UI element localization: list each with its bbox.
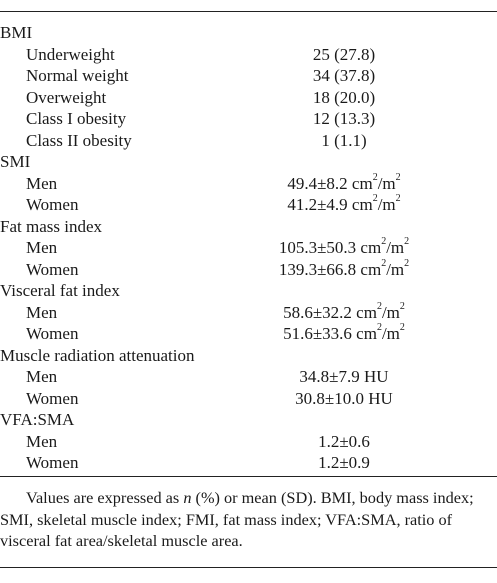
value-text: 12 (13.3): [312, 109, 376, 128]
row-label: Women: [26, 259, 79, 279]
value-text: 1 (1.1): [321, 130, 367, 150]
data-row: Women 139.3±66.8 cm2/m2: [0, 257, 497, 281]
section-label: Fat mass index: [0, 216, 102, 236]
data-row: Class II obesity 1 (1.1): [0, 130, 497, 152]
data-row: Men 58.6±32.2 cm2/m2: [0, 300, 497, 324]
row-value: 1.2±0.9: [250, 452, 438, 474]
data-row: Men 34.8±7.9 HU: [0, 366, 497, 388]
row-label: Normal weight: [26, 66, 129, 85]
value-text: 49.4±8.2 cm: [287, 173, 373, 193]
value-text: 34 (37.8): [312, 66, 376, 85]
row-label: Men: [26, 367, 58, 386]
value-superscript: 2: [381, 236, 387, 248]
data-row: Class I obesity 12 (13.3): [0, 108, 497, 130]
row-value: 34.8±7.9 HU: [250, 366, 438, 388]
unit-superscript: 2: [404, 257, 410, 269]
value-text: 1.2±0.6: [318, 431, 370, 451]
value-text: 1.2±0.9: [318, 453, 370, 472]
value-text: 30.8±10.0 HU: [295, 388, 393, 408]
value-text: 34.8±7.9 HU: [299, 367, 389, 386]
value-superscript: 2: [372, 171, 378, 183]
value-unit: /m: [377, 195, 396, 214]
row-value: 12 (13.3): [250, 108, 438, 130]
section-label: Muscle radiation attenuation: [0, 345, 195, 365]
row-value: 41.2±4.9 cm2/m2: [250, 194, 438, 216]
value-text: 139.3±66.8 cm: [278, 259, 382, 279]
data-row: Women 41.2±4.9 cm2/m2: [0, 194, 497, 216]
footnote-text: Values are expressed as n (%) or mean (S…: [0, 487, 497, 552]
row-label: Women: [26, 324, 79, 343]
value-superscript: 2: [376, 300, 382, 312]
unit-superscript: 2: [395, 193, 401, 205]
row-value: 49.4±8.2 cm2/m2: [250, 171, 438, 195]
row-label: Overweight: [26, 87, 107, 107]
value-unit: /m: [381, 302, 400, 322]
section-header-row: Muscle radiation attenuation: [0, 345, 497, 367]
row-value: 1.2±0.6: [250, 431, 438, 453]
row-label: Men: [26, 173, 58, 193]
value-text: 41.2±4.9 cm: [287, 195, 373, 214]
row-value: 139.3±66.8 cm2/m2: [250, 257, 438, 281]
row-label: Men: [26, 238, 58, 257]
data-row: Women 51.6±33.6 cm2/m2: [0, 323, 497, 345]
row-label: Women: [26, 388, 79, 408]
section-label: BMI: [0, 23, 33, 42]
table-body: BMI Underweight 25 (27.8) Normal weight 34 (…: [0, 22, 497, 474]
footnote-italic-n: n: [183, 488, 192, 507]
row-label: Class I obesity: [26, 109, 127, 128]
section-label: VFA:SMA: [0, 410, 75, 429]
row-value: 105.3±50.3 cm2/m2: [250, 237, 438, 259]
value-text: 25 (27.8): [312, 44, 376, 64]
section-header-row: VFA:SMA: [0, 409, 497, 431]
table-footnote: Values are expressed as n (%) or mean (S…: [0, 487, 497, 552]
top-rule: [0, 11, 497, 12]
section-header-row: Visceral fat index: [0, 280, 497, 302]
row-value: 30.8±10.0 HU: [250, 388, 438, 410]
value-text: 18 (20.0): [312, 87, 376, 107]
section-header-row: BMI: [0, 22, 497, 44]
section-header-row: SMI: [0, 151, 497, 173]
value-unit: /m: [377, 173, 396, 193]
row-value: 58.6±32.2 cm2/m2: [250, 300, 438, 324]
value-unit: /m: [381, 324, 400, 343]
section-label: Visceral fat index: [0, 281, 120, 300]
section-label: SMI: [0, 152, 31, 171]
row-label: Class II obesity: [26, 130, 132, 150]
value-unit: /m: [386, 259, 405, 279]
value-text: 58.6±32.2 cm: [283, 302, 377, 322]
footnote-pre: Values are expressed as: [26, 488, 184, 507]
unit-superscript: 2: [404, 236, 410, 248]
value-unit: /m: [386, 238, 405, 257]
value-superscript: 2: [376, 322, 382, 334]
row-label: Men: [26, 302, 58, 322]
row-label: Women: [26, 453, 79, 472]
value-text: 51.6±33.6 cm: [283, 324, 377, 343]
footnote-rule: [0, 476, 497, 477]
row-value: 51.6±33.6 cm2/m2: [250, 323, 438, 345]
row-value: 18 (20.0): [250, 87, 438, 109]
section-header-row: Fat mass index: [0, 216, 497, 238]
unit-superscript: 2: [395, 171, 401, 183]
data-row: Men 1.2±0.6: [0, 431, 497, 453]
data-row: Men 49.4±8.2 cm2/m2: [0, 171, 497, 195]
unit-superscript: 2: [399, 322, 405, 334]
data-row: Underweight 25 (27.8): [0, 44, 497, 66]
data-row: Men 105.3±50.3 cm2/m2: [0, 237, 497, 259]
data-row: Women 30.8±10.0 HU: [0, 388, 497, 410]
bottom-rule: [0, 567, 497, 568]
row-value: 1 (1.1): [250, 130, 438, 152]
footnote-post: (%) or mean (SD). BMI, body mass index; …: [0, 488, 474, 550]
value-text: 105.3±50.3 cm: [278, 238, 382, 257]
data-row: Women 1.2±0.9: [0, 452, 497, 474]
row-label: Women: [26, 195, 79, 214]
value-superscript: 2: [381, 257, 387, 269]
data-row: Normal weight 34 (37.8): [0, 65, 497, 87]
row-value: 25 (27.8): [250, 44, 438, 66]
row-label: Men: [26, 431, 58, 451]
data-row: Overweight 18 (20.0): [0, 87, 497, 109]
row-label: Underweight: [26, 44, 115, 64]
unit-superscript: 2: [399, 300, 405, 312]
value-superscript: 2: [372, 193, 378, 205]
row-value: 34 (37.8): [250, 65, 438, 87]
